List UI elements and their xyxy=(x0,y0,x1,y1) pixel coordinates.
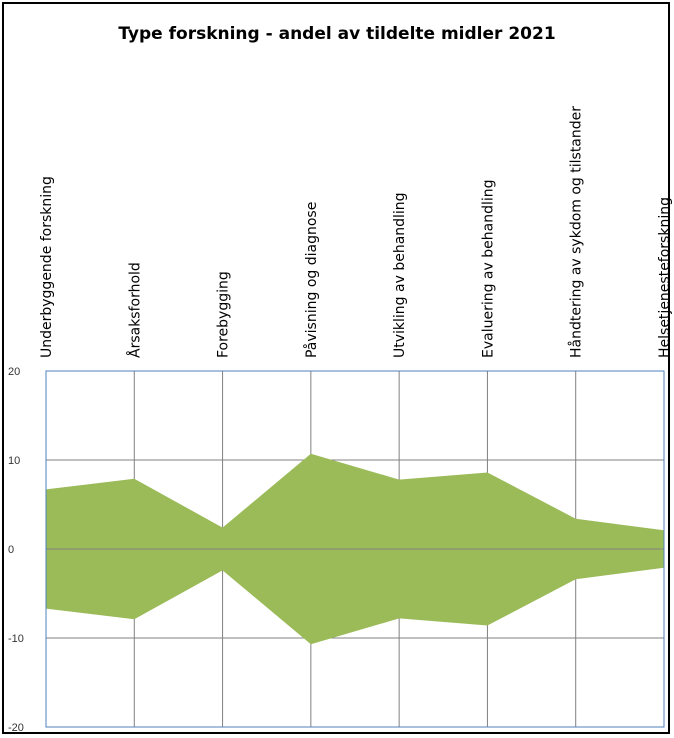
axis-layer: 20 10 0 -10 -20 xyxy=(8,366,665,734)
category-label: Helsetjenesteforskning xyxy=(657,197,673,358)
category-label: Årsaksforhold xyxy=(126,262,143,358)
category-label: Evaluering av behandling xyxy=(480,179,496,358)
y-tick-label: -10 xyxy=(8,633,24,645)
category-label: Forebygging xyxy=(216,271,232,358)
y-tick-label: 20 xyxy=(8,366,20,378)
category-label: Utvikling av behandling xyxy=(392,192,408,358)
chart-title: Type forskning - andel av tildelte midle… xyxy=(118,24,556,44)
plot-border xyxy=(45,370,665,728)
category-label: Håndtering av sykdom og tilstander xyxy=(568,106,585,358)
category-labels: Underbyggende forskning Årsaksforhold Fore… xyxy=(39,106,673,358)
category-label: Påvisning og diagnose xyxy=(303,202,320,358)
y-tick-label: 0 xyxy=(8,544,14,556)
y-tick-label: -20 xyxy=(8,722,24,734)
category-label: Underbyggende forskning xyxy=(39,176,55,358)
y-tick-label: 10 xyxy=(8,455,20,467)
